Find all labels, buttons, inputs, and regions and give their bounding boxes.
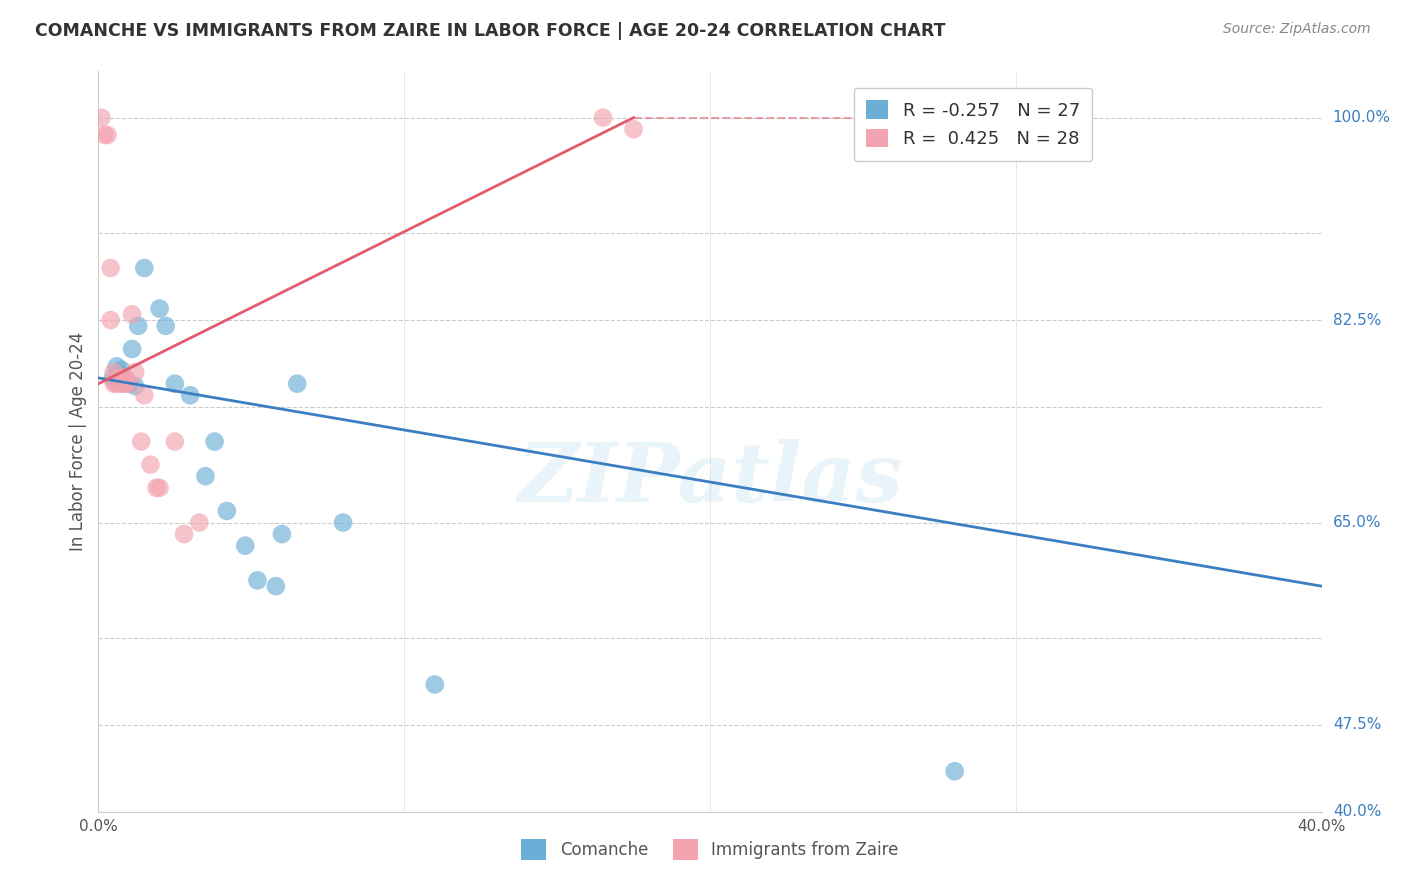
Point <box>124 365 146 379</box>
Point <box>110 363 132 377</box>
Point <box>145 481 167 495</box>
Point <box>163 376 186 391</box>
Point <box>108 371 131 385</box>
Point <box>129 434 152 449</box>
Point <box>105 359 128 374</box>
Text: 65.0%: 65.0% <box>1333 515 1381 530</box>
Point <box>134 260 156 275</box>
Point <box>943 764 966 779</box>
Point <box>246 574 269 588</box>
Point <box>163 434 186 449</box>
Point <box>100 260 122 275</box>
Text: COMANCHE VS IMMIGRANTS FROM ZAIRE IN LABOR FORCE | AGE 20-24 CORRELATION CHART: COMANCHE VS IMMIGRANTS FROM ZAIRE IN LAB… <box>35 22 946 40</box>
Point <box>90 111 112 125</box>
Point <box>149 481 172 495</box>
Point <box>111 371 134 385</box>
Legend: Comanche, Immigrants from Zaire: Comanche, Immigrants from Zaire <box>515 832 905 866</box>
Point <box>179 388 201 402</box>
Point <box>592 111 614 125</box>
Text: 47.5%: 47.5% <box>1333 717 1381 732</box>
Text: 100.0%: 100.0% <box>1333 110 1391 125</box>
Point <box>111 371 134 385</box>
Text: ZIPatlas: ZIPatlas <box>517 439 903 518</box>
Point <box>155 318 177 333</box>
Point <box>204 434 226 449</box>
Point <box>233 539 256 553</box>
Point <box>118 376 141 391</box>
Point <box>623 122 645 136</box>
Point <box>105 371 128 385</box>
Point <box>115 375 138 389</box>
Text: Source: ZipAtlas.com: Source: ZipAtlas.com <box>1223 22 1371 37</box>
Text: 82.5%: 82.5% <box>1333 312 1381 327</box>
Point <box>264 579 287 593</box>
Point <box>285 376 308 391</box>
Y-axis label: In Labor Force | Age 20-24: In Labor Force | Age 20-24 <box>69 332 87 551</box>
Point <box>423 677 446 691</box>
Point <box>173 527 195 541</box>
Point <box>121 307 143 321</box>
Point <box>188 516 211 530</box>
Point <box>194 469 217 483</box>
Point <box>118 376 141 391</box>
Point <box>105 376 128 391</box>
Point <box>97 128 120 142</box>
Point <box>101 371 124 385</box>
Point <box>134 388 156 402</box>
Point <box>103 365 125 379</box>
Point <box>104 375 127 389</box>
Point <box>139 458 162 472</box>
Point <box>121 342 143 356</box>
Point <box>115 376 138 391</box>
Point <box>115 371 138 385</box>
Point <box>270 527 292 541</box>
Point <box>124 379 146 393</box>
Point <box>108 368 131 382</box>
Point <box>215 504 238 518</box>
Point <box>149 301 172 316</box>
Point <box>127 318 149 333</box>
Point <box>100 313 122 327</box>
Point <box>108 376 131 391</box>
Text: 40.0%: 40.0% <box>1333 805 1381 819</box>
Point <box>111 376 134 391</box>
Point <box>103 376 125 391</box>
Point <box>93 128 115 142</box>
Point <box>332 516 354 530</box>
